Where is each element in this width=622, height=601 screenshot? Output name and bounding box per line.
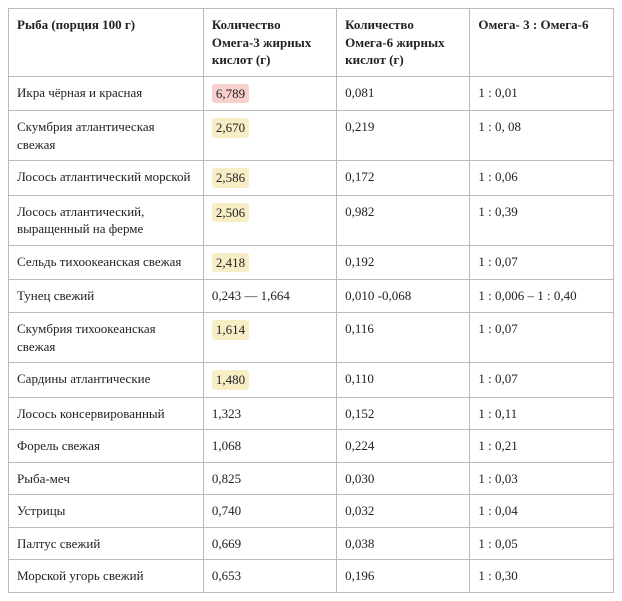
- cell-fish: Морской угорь свежий: [9, 560, 204, 593]
- cell-omega6: 0,219: [337, 111, 470, 161]
- cell-ratio: 1 : 0,03: [470, 462, 614, 495]
- col-header-fish: Рыба (порция 100 г): [9, 9, 204, 77]
- cell-omega3: 1,614: [203, 313, 336, 363]
- col-header-ratio: Омега- 3 : Омега-6: [470, 9, 614, 77]
- cell-omega3: 0,669: [203, 527, 336, 560]
- cell-fish: Тунец свежий: [9, 280, 204, 313]
- cell-ratio: 1 : 0,11: [470, 397, 614, 430]
- table-row: Лосось атлантический морской 2,586 0,1721 …: [9, 161, 614, 196]
- cell-omega6: 0,196: [337, 560, 470, 593]
- cell-fish: Палтус свежий: [9, 527, 204, 560]
- cell-ratio: 1 : 0,21: [470, 430, 614, 463]
- cell-omega6: 0,116: [337, 313, 470, 363]
- cell-ratio: 1 : 0,07: [470, 313, 614, 363]
- cell-omega3: 0,243 — 1,664: [203, 280, 336, 313]
- cell-ratio: 1 : 0,07: [470, 245, 614, 280]
- omega3-highlight: 2,670: [212, 118, 249, 138]
- omega3-highlight: 1,614: [212, 320, 249, 340]
- cell-omega6: 0,192: [337, 245, 470, 280]
- cell-omega3: 0,825: [203, 462, 336, 495]
- cell-omega3: 1,480: [203, 363, 336, 398]
- cell-ratio: 1 : 0,07: [470, 363, 614, 398]
- table-row: Икра чёрная и красная 6,789 0,0811 : 0,01: [9, 76, 614, 111]
- cell-ratio: 1 : 0,39: [470, 195, 614, 245]
- cell-omega3: 1,068: [203, 430, 336, 463]
- table-row: Форель свежая1,0680,2241 : 0,21: [9, 430, 614, 463]
- cell-ratio: 1 : 0,05: [470, 527, 614, 560]
- omega-table: Рыба (порция 100 г) Количество Омега-3 ж…: [8, 8, 614, 593]
- cell-omega3: 2,670: [203, 111, 336, 161]
- table-row: Лосось атлантический, выращенный на ферм…: [9, 195, 614, 245]
- table-row: Морской угорь свежий0,6530,1961 : 0,30: [9, 560, 614, 593]
- omega3-highlight: 1,480: [212, 370, 249, 390]
- cell-omega3: 6,789: [203, 76, 336, 111]
- cell-ratio: 1 : 0,06: [470, 161, 614, 196]
- cell-ratio: 1 : 0,30: [470, 560, 614, 593]
- table-row: Тунец свежий0,243 — 1,6640,010 -0,0681 :…: [9, 280, 614, 313]
- cell-omega3: 0,740: [203, 495, 336, 528]
- cell-ratio: 1 : 0,006 – 1 : 0,40: [470, 280, 614, 313]
- cell-omega3: 0,653: [203, 560, 336, 593]
- cell-omega3: 1,323: [203, 397, 336, 430]
- col-header-omega6: Количество Омега-6 жирных кислот (г): [337, 9, 470, 77]
- table-header: Рыба (порция 100 г) Количество Омега-3 ж…: [9, 9, 614, 77]
- cell-omega3: 2,506: [203, 195, 336, 245]
- table-row: Лосось консервированный1,3230,1521 : 0,1…: [9, 397, 614, 430]
- table-row: Скумбрия атлантическая свежая 2,670 0,2191…: [9, 111, 614, 161]
- cell-omega6: 0,110: [337, 363, 470, 398]
- cell-fish: Форель свежая: [9, 430, 204, 463]
- col-header-omega3: Количество Омега-3 жирных кислот (г): [203, 9, 336, 77]
- cell-fish: Лосось атлантический морской: [9, 161, 204, 196]
- table-body: Икра чёрная и красная6,7890,0811 : 0,01С…: [9, 76, 614, 592]
- cell-omega3: 2,586: [203, 161, 336, 196]
- cell-omega6: 0,032: [337, 495, 470, 528]
- table-row: Палтус свежий0,6690,0381 : 0,05: [9, 527, 614, 560]
- cell-omega6: 0,030: [337, 462, 470, 495]
- cell-fish: Лосось атлантический, выращенный на ферм…: [9, 195, 204, 245]
- table-row: Скумбрия тихоокеанская свежая 1,614 0,1161…: [9, 313, 614, 363]
- cell-ratio: 1 : 0,01: [470, 76, 614, 111]
- cell-fish: Сардины атлантические: [9, 363, 204, 398]
- cell-omega6: 0,081: [337, 76, 470, 111]
- omega3-highlight: 6,789: [212, 84, 249, 104]
- cell-fish: Сельдь тихоокеанская свежая: [9, 245, 204, 280]
- cell-omega6: 0,010 -0,068: [337, 280, 470, 313]
- omega3-highlight: 2,418: [212, 253, 249, 273]
- cell-ratio: 1 : 0,04: [470, 495, 614, 528]
- cell-fish: Икра чёрная и красная: [9, 76, 204, 111]
- table-row: Сельдь тихоокеанская свежая 2,418 0,1921 :…: [9, 245, 614, 280]
- cell-fish: Скумбрия атлантическая свежая: [9, 111, 204, 161]
- table-row: Устрицы0,7400,0321 : 0,04: [9, 495, 614, 528]
- cell-omega6: 0,224: [337, 430, 470, 463]
- cell-fish: Устрицы: [9, 495, 204, 528]
- cell-omega6: 0,038: [337, 527, 470, 560]
- table-row: Сардины атлантические 1,480 0,1101 : 0,07: [9, 363, 614, 398]
- table-row: Рыба-меч0,8250,0301 : 0,03: [9, 462, 614, 495]
- cell-omega6: 0,982: [337, 195, 470, 245]
- cell-omega3: 2,418: [203, 245, 336, 280]
- cell-fish: Рыба-меч: [9, 462, 204, 495]
- cell-ratio: 1 : 0, 08: [470, 111, 614, 161]
- cell-omega6: 0,172: [337, 161, 470, 196]
- omega3-highlight: 2,506: [212, 203, 249, 223]
- cell-fish: Скумбрия тихоокеанская свежая: [9, 313, 204, 363]
- omega3-highlight: 2,586: [212, 168, 249, 188]
- cell-fish: Лосось консервированный: [9, 397, 204, 430]
- cell-omega6: 0,152: [337, 397, 470, 430]
